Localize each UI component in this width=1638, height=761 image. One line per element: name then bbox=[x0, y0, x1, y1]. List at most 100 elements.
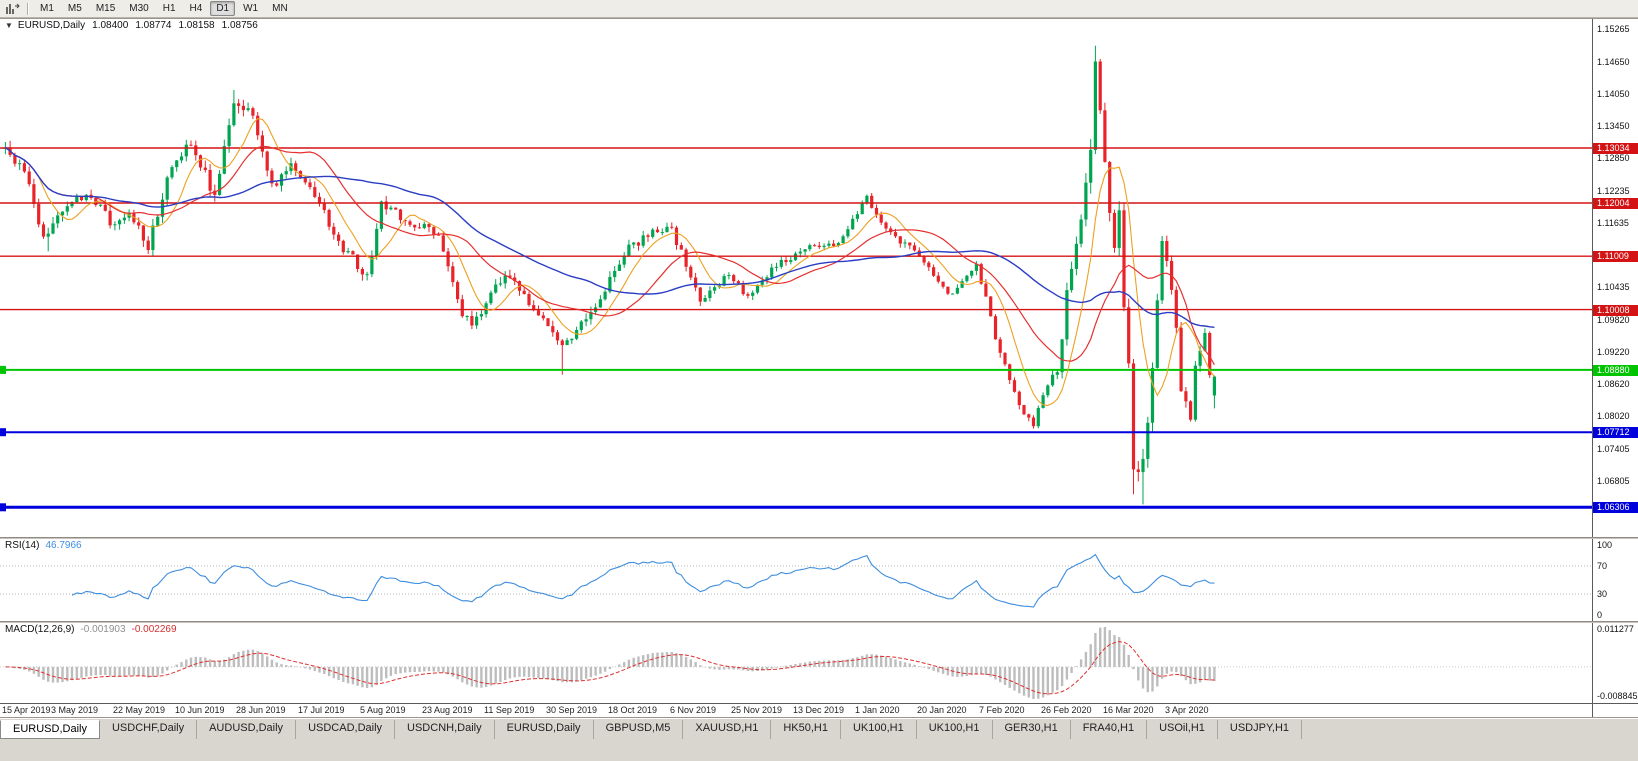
timeframe-button-m15[interactable]: M15 bbox=[95, 3, 116, 14]
price-level-label: 1.13034 bbox=[1593, 143, 1638, 154]
date-tick-label: 20 Jan 2020 bbox=[917, 705, 967, 715]
price-level-label: 1.07712 bbox=[1593, 427, 1638, 438]
price-tick: 1.08020 bbox=[1597, 411, 1630, 421]
rsi-panel: RSI(14) 46.7966 100 70 30 0 bbox=[0, 539, 1638, 621]
price-tick: 1.12850 bbox=[1597, 153, 1630, 163]
macd-label: MACD(12,26,9) -0.001903 -0.002269 bbox=[5, 624, 177, 635]
price-tick: 1.14650 bbox=[1597, 57, 1630, 67]
macd-axis[interactable]: 0.011277 -0.008845 bbox=[1592, 623, 1638, 703]
chart-tabbar: EURUSD,Daily USDCHF,Daily AUDUSD,Daily USDC… bbox=[0, 718, 1638, 761]
price-level-label: 1.08880 bbox=[1593, 365, 1638, 376]
rsi-scale-tick: 30 bbox=[1597, 589, 1608, 599]
timeframe-button-m1[interactable]: M1 bbox=[40, 3, 54, 14]
rsi-scale-tick: 100 bbox=[1597, 540, 1613, 550]
chart-ohlc-title: ▼ EURUSD,Daily 1.08400 1.08774 1.08158 1… bbox=[5, 20, 258, 31]
price-level-label: 1.11009 bbox=[1593, 251, 1638, 262]
chart-tab-uk100-h1[interactable]: UK100,H1 bbox=[841, 720, 917, 739]
macd-canvas[interactable] bbox=[0, 623, 1592, 703]
chart-tab-uk100-h1[interactable]: UK100,H1 bbox=[917, 720, 993, 739]
time-axis[interactable]: 15 Apr 2019 3 May 2019 22 May 2019 10 Jun 2… bbox=[0, 703, 1638, 717]
timeframe-button-w1[interactable]: W1 bbox=[243, 3, 259, 14]
one-click-trading-toggle[interactable]: ▼ bbox=[5, 21, 13, 30]
price-tick: 1.15265 bbox=[1597, 24, 1630, 34]
chart-tab-usoil-h1[interactable]: USOil,H1 bbox=[1147, 720, 1218, 739]
price-tick: 1.11635 bbox=[1597, 218, 1629, 228]
panel-splitter[interactable] bbox=[0, 621, 1638, 623]
date-tick-label: 3 May 2019 bbox=[51, 705, 99, 715]
macd-scale-tick: 0.011277 bbox=[1597, 624, 1634, 634]
date-tick-label: 28 Jun 2019 bbox=[236, 705, 286, 715]
date-tick-label: 16 Mar 2020 bbox=[1103, 705, 1154, 715]
price-tick: 1.09220 bbox=[1597, 347, 1630, 357]
price-tick: 1.08620 bbox=[1597, 379, 1630, 389]
date-tick-label: 15 Apr 2019 bbox=[2, 705, 51, 715]
date-tick-label: 7 Feb 2020 bbox=[979, 705, 1025, 715]
price-tick: 1.12235 bbox=[1597, 186, 1630, 196]
date-tick-label: 6 Nov 2019 bbox=[670, 705, 717, 715]
macd-panel: MACD(12,26,9) -0.001903 -0.002269 0.0112… bbox=[0, 623, 1638, 703]
timeframe-button-h4[interactable]: H4 bbox=[189, 3, 203, 14]
price-axis[interactable]: 1.15265 1.14650 1.14050 1.13450 1.12850 1.122… bbox=[1592, 19, 1638, 537]
date-tick-label: 18 Oct 2019 bbox=[608, 705, 658, 715]
date-tick-label: 23 Aug 2019 bbox=[422, 705, 473, 715]
chart-tab-eurusd-daily[interactable]: EURUSD,Daily bbox=[495, 720, 594, 739]
ohlc-high: 1.08774 bbox=[135, 20, 172, 31]
timeframe-button-mn[interactable]: MN bbox=[272, 3, 288, 14]
chart-tab-gbpusd-m5[interactable]: GBPUSD,M5 bbox=[594, 720, 684, 739]
panel-splitter[interactable] bbox=[0, 537, 1638, 539]
top-toolbar: M1 M5 M15 M30 H1 H4 D1 W1 MN bbox=[0, 0, 1638, 18]
timeframe-button-h1[interactable]: H1 bbox=[162, 3, 176, 14]
macd-signal-value: -0.002269 bbox=[131, 624, 177, 635]
chart-tab-fra40-h1[interactable]: FRA40,H1 bbox=[1071, 720, 1148, 739]
rsi-name: RSI(14) bbox=[5, 540, 40, 551]
main-chart-panel: ▼ EURUSD,Daily 1.08400 1.08774 1.08158 1… bbox=[0, 19, 1638, 537]
price-tick: 1.10435 bbox=[1597, 282, 1630, 292]
toolbar-separator bbox=[27, 2, 29, 15]
chart-tab-usdcnh-daily[interactable]: USDCNH,Daily bbox=[395, 720, 495, 739]
price-tick: 1.09820 bbox=[1597, 315, 1630, 325]
rsi-scale-tick: 70 bbox=[1597, 561, 1608, 571]
price-tick: 1.14050 bbox=[1597, 89, 1630, 99]
chart-tab-usdcad-daily[interactable]: USDCAD,Daily bbox=[296, 720, 396, 739]
chart-window: ▼ EURUSD,Daily 1.08400 1.08774 1.08158 1… bbox=[0, 18, 1638, 718]
ohlc-low: 1.08158 bbox=[178, 20, 215, 31]
date-tick-label: 1 Jan 2020 bbox=[855, 705, 900, 715]
price-chart-canvas[interactable] bbox=[0, 19, 1592, 537]
price-level-label: 1.06306 bbox=[1593, 502, 1638, 513]
chart-symbol-label: EURUSD,Daily bbox=[17, 20, 86, 31]
ohlc-open: 1.08400 bbox=[92, 20, 129, 31]
date-tick-label: 3 Apr 2020 bbox=[1165, 705, 1209, 715]
date-tick-label: 26 Feb 2020 bbox=[1041, 705, 1092, 715]
price-level-label: 1.12004 bbox=[1593, 198, 1638, 209]
date-tick-label: 5 Aug 2019 bbox=[360, 705, 406, 715]
date-tick-label: 13 Dec 2019 bbox=[793, 705, 845, 715]
chart-tab-xauusd-h1[interactable]: XAUUSD,H1 bbox=[683, 720, 772, 739]
timeframe-button-d1[interactable]: D1 bbox=[210, 1, 236, 16]
rsi-canvas[interactable] bbox=[0, 539, 1592, 621]
date-tick-label: 10 Jun 2019 bbox=[175, 705, 225, 715]
date-tick-label: 30 Sep 2019 bbox=[546, 705, 598, 715]
timeframe-button-m30[interactable]: M30 bbox=[129, 3, 149, 14]
macd-scale-tick: -0.008845 bbox=[1597, 691, 1638, 701]
date-tick-label: 11 Sep 2019 bbox=[484, 705, 535, 715]
ohlc-close: 1.08756 bbox=[221, 20, 258, 31]
rsi-scale-tick: 0 bbox=[1597, 610, 1603, 620]
date-tick-label: 17 Jul 2019 bbox=[298, 705, 345, 715]
date-tick-label: 22 May 2019 bbox=[113, 705, 166, 715]
macd-main-value: -0.001903 bbox=[80, 624, 126, 635]
bar-chart-icon[interactable] bbox=[3, 1, 23, 16]
timeframe-button-m5[interactable]: M5 bbox=[67, 3, 82, 14]
chart-tab-usdjpy-h1[interactable]: USDJPY,H1 bbox=[1218, 720, 1303, 739]
price-tick: 1.13450 bbox=[1597, 121, 1630, 131]
chart-tab-ger30-h1[interactable]: GER30,H1 bbox=[993, 720, 1071, 739]
rsi-label: RSI(14) 46.7966 bbox=[5, 540, 82, 551]
price-level-label: 1.10008 bbox=[1593, 305, 1638, 316]
rsi-axis[interactable]: 100 70 30 0 bbox=[1592, 539, 1638, 621]
chart-tab-audusd-daily[interactable]: AUDUSD,Daily bbox=[197, 720, 297, 739]
chart-tab-usdchf-daily[interactable]: USDCHF,Daily bbox=[100, 720, 198, 739]
price-tick: 1.06805 bbox=[1597, 476, 1630, 486]
chart-tab-eurusd-daily[interactable]: EURUSD,Daily bbox=[0, 720, 100, 739]
price-tick: 1.07405 bbox=[1597, 444, 1630, 454]
date-tick-label: 25 Nov 2019 bbox=[731, 705, 783, 715]
chart-tab-hk50-h1[interactable]: HK50,H1 bbox=[771, 720, 841, 739]
